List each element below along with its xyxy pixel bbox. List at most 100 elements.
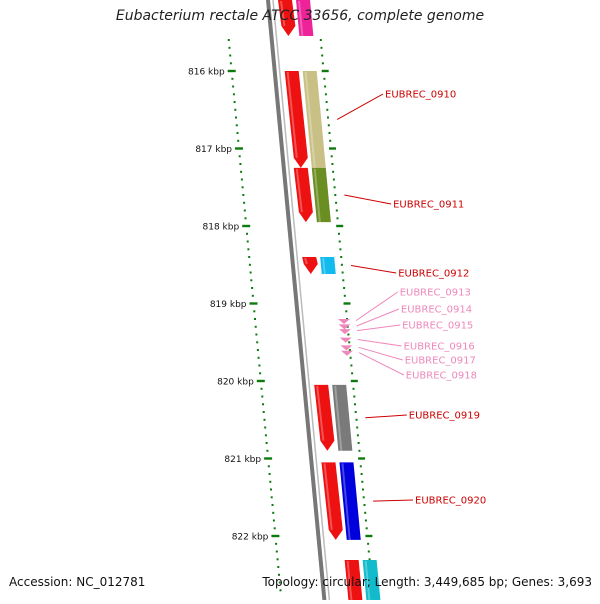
minor-tick	[243, 201, 246, 204]
minor-tick	[240, 178, 243, 181]
major-tick-right	[365, 534, 373, 538]
minor-tick-right	[335, 201, 338, 204]
minor-tick-right	[321, 62, 324, 65]
minor-tick	[257, 356, 260, 359]
gene-label: EUBREC_0911	[393, 200, 464, 211]
cds-arrow-shade	[295, 168, 303, 213]
cds-chevron	[339, 337, 352, 343]
minor-tick	[266, 449, 269, 452]
minor-tick-right	[360, 473, 363, 475]
cog-strip-shade	[334, 385, 343, 451]
gene-label: EUBREC_0920	[415, 496, 486, 507]
minor-tick	[272, 519, 275, 522]
minor-tick-right	[324, 93, 327, 96]
minor-tick	[241, 186, 244, 189]
minor-tick-right	[325, 101, 328, 103]
major-tick	[271, 534, 280, 538]
gene-features	[278, 0, 381, 600]
cds-chevron	[338, 324, 351, 330]
cds-arrow-bottom	[344, 560, 363, 600]
minor-tick	[242, 194, 245, 196]
minor-tick-right	[320, 46, 323, 49]
cds-chevron	[340, 345, 353, 351]
minor-tick	[232, 85, 235, 88]
minor-tick	[262, 411, 265, 413]
minor-tick	[249, 271, 252, 274]
minor-tick-right	[321, 54, 324, 57]
minor-tick-right	[327, 116, 329, 119]
cds-arrow	[293, 167, 313, 223]
major-tick	[256, 379, 265, 383]
cds-arrow-top	[278, 0, 296, 36]
cog-strip-shade	[313, 168, 321, 223]
label-leader	[373, 499, 414, 502]
minor-tick-right	[353, 395, 356, 398]
label-leader	[344, 194, 392, 205]
minor-tick	[229, 62, 232, 65]
minor-tick-right	[361, 480, 364, 483]
minor-tick	[261, 395, 264, 398]
cds-arrow-shade	[323, 463, 333, 530]
minor-tick	[246, 240, 249, 243]
minor-tick-right	[334, 194, 337, 196]
cog-strip	[320, 257, 336, 275]
cog-strip	[339, 462, 361, 540]
cds-arrow-shade	[316, 385, 325, 441]
label-leader	[358, 346, 403, 361]
cds-arrow	[302, 257, 318, 275]
tick-label: 819 kbp	[210, 300, 247, 310]
major-tick-right	[358, 457, 366, 460]
minor-tick	[275, 550, 278, 553]
summary-text: Topology: circular; Length: 3,449,685 bp…	[262, 575, 592, 589]
minor-tick-right	[324, 85, 327, 88]
minor-tick-right	[335, 209, 338, 212]
minor-tick-right	[362, 488, 364, 491]
cds-chevron	[338, 329, 351, 335]
minor-tick-right	[356, 434, 359, 437]
label-leader	[365, 414, 407, 419]
major-tick	[249, 302, 258, 305]
minor-tick	[275, 542, 278, 545]
minor-tick-right	[365, 527, 368, 530]
tick-label: 817 kbp	[195, 145, 232, 155]
minor-tick-right	[356, 426, 359, 429]
major-tick-right	[329, 147, 336, 150]
minor-tick	[253, 310, 256, 313]
cog-strip-bottom	[362, 560, 381, 600]
minor-tick	[268, 473, 271, 475]
label-leader	[357, 339, 402, 347]
minor-tick-right	[343, 287, 346, 289]
cog-strip-top	[296, 0, 314, 36]
minor-tick	[238, 155, 241, 158]
minor-tick	[270, 496, 273, 499]
minor-tick-right	[341, 271, 344, 274]
label-leader	[350, 265, 397, 274]
minor-tick	[279, 589, 282, 592]
cds-arrow-bottom-shade	[346, 561, 353, 600]
minor-tick-right	[323, 77, 326, 80]
minor-tick-right	[364, 519, 367, 522]
accession-text: Accession: NC_012781	[9, 575, 146, 589]
scale-ticks: 816 kbp 817 kbp 818 kbp 819 kbp 820 kbp 821 k…	[188, 39, 374, 592]
minor-tick	[250, 279, 253, 282]
minor-tick-right	[359, 465, 362, 468]
minor-tick-right	[355, 418, 358, 421]
minor-tick-right	[342, 279, 345, 282]
minor-tick-right	[340, 256, 343, 258]
tick-label: 821 kbp	[224, 455, 261, 465]
minor-tick	[264, 434, 267, 437]
cds-arrow	[321, 462, 343, 540]
minor-tick	[247, 248, 250, 251]
minor-tick	[232, 93, 235, 96]
minor-tick	[278, 581, 281, 584]
minor-tick	[260, 387, 263, 390]
label-leader	[356, 308, 400, 327]
minor-tick	[233, 101, 236, 103]
label-leader	[336, 93, 384, 120]
map-title: Eubacterium rectale ATCC 33656, complete…	[115, 8, 485, 24]
gene-label: EUBREC_0916	[404, 342, 475, 353]
minor-tick	[254, 325, 257, 328]
minor-tick	[228, 46, 231, 49]
minor-tick-right	[330, 155, 333, 158]
minor-tick	[272, 511, 275, 514]
